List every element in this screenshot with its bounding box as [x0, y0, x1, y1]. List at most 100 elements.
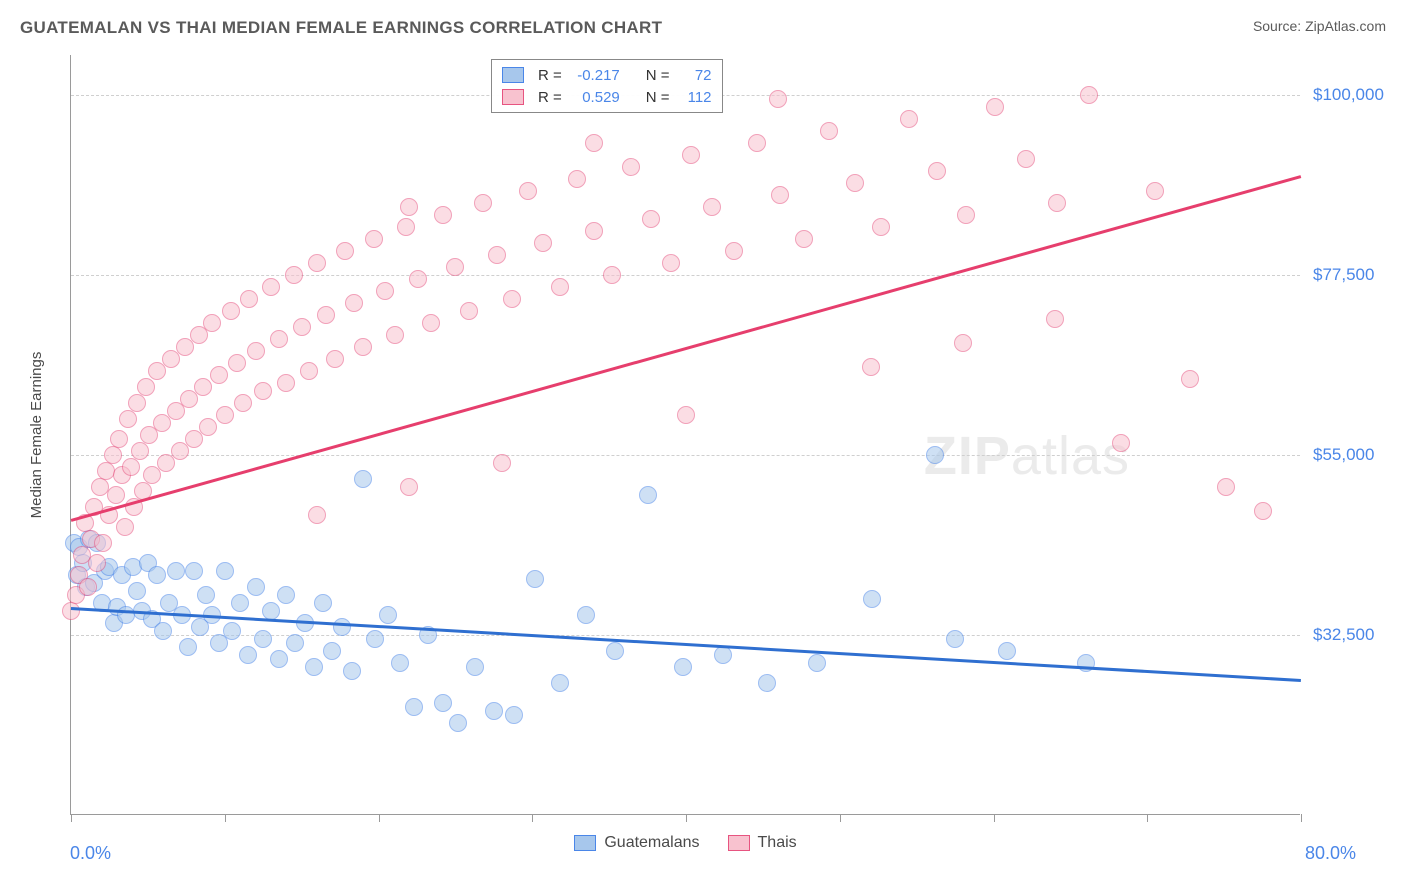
scatter-point — [863, 590, 881, 608]
scatter-point — [674, 658, 692, 676]
scatter-point — [131, 442, 149, 460]
scatter-point — [466, 658, 484, 676]
scatter-point — [1217, 478, 1235, 496]
scatter-point — [820, 122, 838, 140]
scatter-point — [365, 230, 383, 248]
scatter-point — [1112, 434, 1130, 452]
scatter-point — [551, 674, 569, 692]
scatter-point — [725, 242, 743, 260]
scatter-point — [216, 406, 234, 424]
scatter-point — [376, 282, 394, 300]
scatter-point — [1254, 502, 1272, 520]
scatter-point — [167, 562, 185, 580]
scatter-point — [714, 646, 732, 664]
scatter-point — [409, 270, 427, 288]
stats-legend-row: R =-0.217N =72 — [502, 64, 712, 86]
y-tick-label: $100,000 — [1313, 85, 1384, 105]
scatter-point — [400, 478, 418, 496]
scatter-point — [677, 406, 695, 424]
scatter-point — [366, 630, 384, 648]
scatter-point — [308, 254, 326, 272]
bottom-legend-item: Guatemalans — [574, 834, 699, 852]
scatter-point — [568, 170, 586, 188]
scatter-point — [1048, 194, 1066, 212]
scatter-point — [270, 330, 288, 348]
scatter-point — [128, 394, 146, 412]
scatter-point — [986, 98, 1004, 116]
scatter-point — [534, 234, 552, 252]
scatter-point — [682, 146, 700, 164]
x-tick — [71, 814, 72, 822]
scatter-point — [400, 198, 418, 216]
scatter-point — [1181, 370, 1199, 388]
scatter-point — [197, 586, 215, 604]
scatter-point — [148, 566, 166, 584]
scatter-point — [422, 314, 440, 332]
scatter-point — [526, 570, 544, 588]
chart-header: GUATEMALAN VS THAI MEDIAN FEMALE EARNING… — [20, 18, 1386, 48]
scatter-point — [234, 394, 252, 412]
scatter-point — [551, 278, 569, 296]
scatter-point — [928, 162, 946, 180]
scatter-point — [474, 194, 492, 212]
scatter-point — [247, 578, 265, 596]
scatter-point — [79, 578, 97, 596]
scatter-point — [771, 186, 789, 204]
bottom-legend: Guatemalans Thais — [71, 834, 1300, 852]
legend-swatch — [502, 67, 524, 83]
scatter-point — [210, 366, 228, 384]
scatter-point — [345, 294, 363, 312]
scatter-point — [926, 446, 944, 464]
scatter-point — [222, 302, 240, 320]
legend-label: Guatemalans — [604, 834, 699, 852]
scatter-point — [354, 338, 372, 356]
x-axis-start-label: 0.0% — [70, 843, 111, 864]
scatter-point — [900, 110, 918, 128]
scatter-point — [379, 606, 397, 624]
scatter-point — [519, 182, 537, 200]
scatter-point — [662, 254, 680, 272]
scatter-point — [577, 606, 595, 624]
scatter-point — [119, 410, 137, 428]
y-tick-label: $77,500 — [1313, 265, 1374, 285]
scatter-point — [606, 642, 624, 660]
scatter-point — [1146, 182, 1164, 200]
x-tick — [840, 814, 841, 822]
scatter-point — [199, 418, 217, 436]
scatter-point — [460, 302, 478, 320]
scatter-point — [758, 674, 776, 692]
scatter-point — [277, 374, 295, 392]
scatter-point — [503, 290, 521, 308]
scatter-point — [270, 650, 288, 668]
source-link[interactable]: ZipAtlas.com — [1305, 18, 1386, 34]
legend-swatch — [728, 835, 750, 851]
scatter-point — [505, 706, 523, 724]
scatter-point — [703, 198, 721, 216]
scatter-point — [862, 358, 880, 376]
scatter-point — [62, 602, 80, 620]
scatter-point — [285, 266, 303, 284]
scatter-point — [194, 378, 212, 396]
scatter-point — [795, 230, 813, 248]
scatter-point — [397, 218, 415, 236]
watermark: ZIPatlas — [924, 425, 1130, 487]
scatter-point — [808, 654, 826, 672]
x-tick — [532, 814, 533, 822]
scatter-point — [314, 594, 332, 612]
x-tick — [994, 814, 995, 822]
scatter-point — [326, 350, 344, 368]
scatter-point — [88, 554, 106, 572]
scatter-point — [585, 222, 603, 240]
scatter-point — [1017, 150, 1035, 168]
bottom-legend-item: Thais — [728, 834, 797, 852]
scatter-point — [305, 658, 323, 676]
plot-area: ZIPatlas $32,500$55,000$77,500$100,000R … — [70, 55, 1300, 815]
scatter-point — [391, 654, 409, 672]
scatter-point — [286, 634, 304, 652]
y-tick-label: $55,000 — [1313, 445, 1374, 465]
scatter-point — [262, 602, 280, 620]
x-axis-end-label: 80.0% — [1305, 843, 1356, 864]
scatter-point — [449, 714, 467, 732]
scatter-point — [405, 698, 423, 716]
scatter-point — [354, 470, 372, 488]
